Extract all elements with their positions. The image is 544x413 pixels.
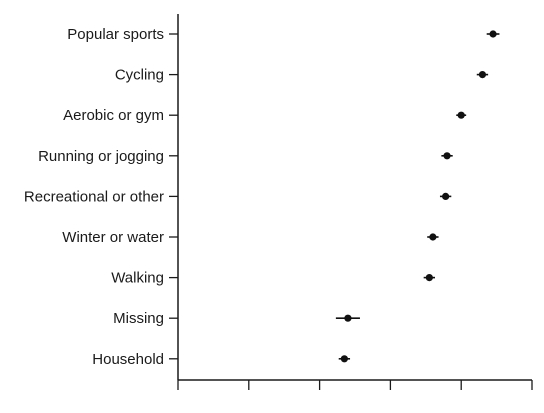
category-label-cycling: Cycling (115, 67, 164, 84)
point-estimate-popular-sports (489, 30, 497, 38)
category-label-aerobic-or-gym: Aerobic or gym (63, 107, 164, 124)
point-estimate-walking (425, 274, 433, 282)
y-axis-ticks (169, 33, 178, 360)
category-label-walking: Walking (111, 270, 164, 287)
point-estimate-household (340, 355, 348, 363)
point-estimate-aerobic-or-gym (457, 111, 465, 119)
point-estimate-winter-or-water (429, 233, 437, 241)
point-estimate-running-or-jogging (443, 152, 451, 160)
point-estimate-missing (344, 314, 352, 322)
data-marks (335, 30, 500, 363)
x-axis-ticks (177, 380, 533, 390)
category-labels: Popular sports Cycling Aerobic or gym Runni… (24, 26, 164, 368)
point-estimate-recreational-or-other (442, 192, 450, 200)
category-label-recreational-or-other: Recreational or other (24, 188, 164, 205)
category-label-missing: Missing (113, 310, 164, 327)
category-label-popular-sports: Popular sports (67, 26, 164, 43)
category-label-household: Household (92, 351, 164, 368)
axes (177, 14, 532, 381)
category-label-running-or-jogging: Running or jogging (38, 148, 164, 165)
category-label-winter-or-water: Winter or water (62, 229, 164, 246)
point-estimate-cycling (478, 71, 487, 79)
